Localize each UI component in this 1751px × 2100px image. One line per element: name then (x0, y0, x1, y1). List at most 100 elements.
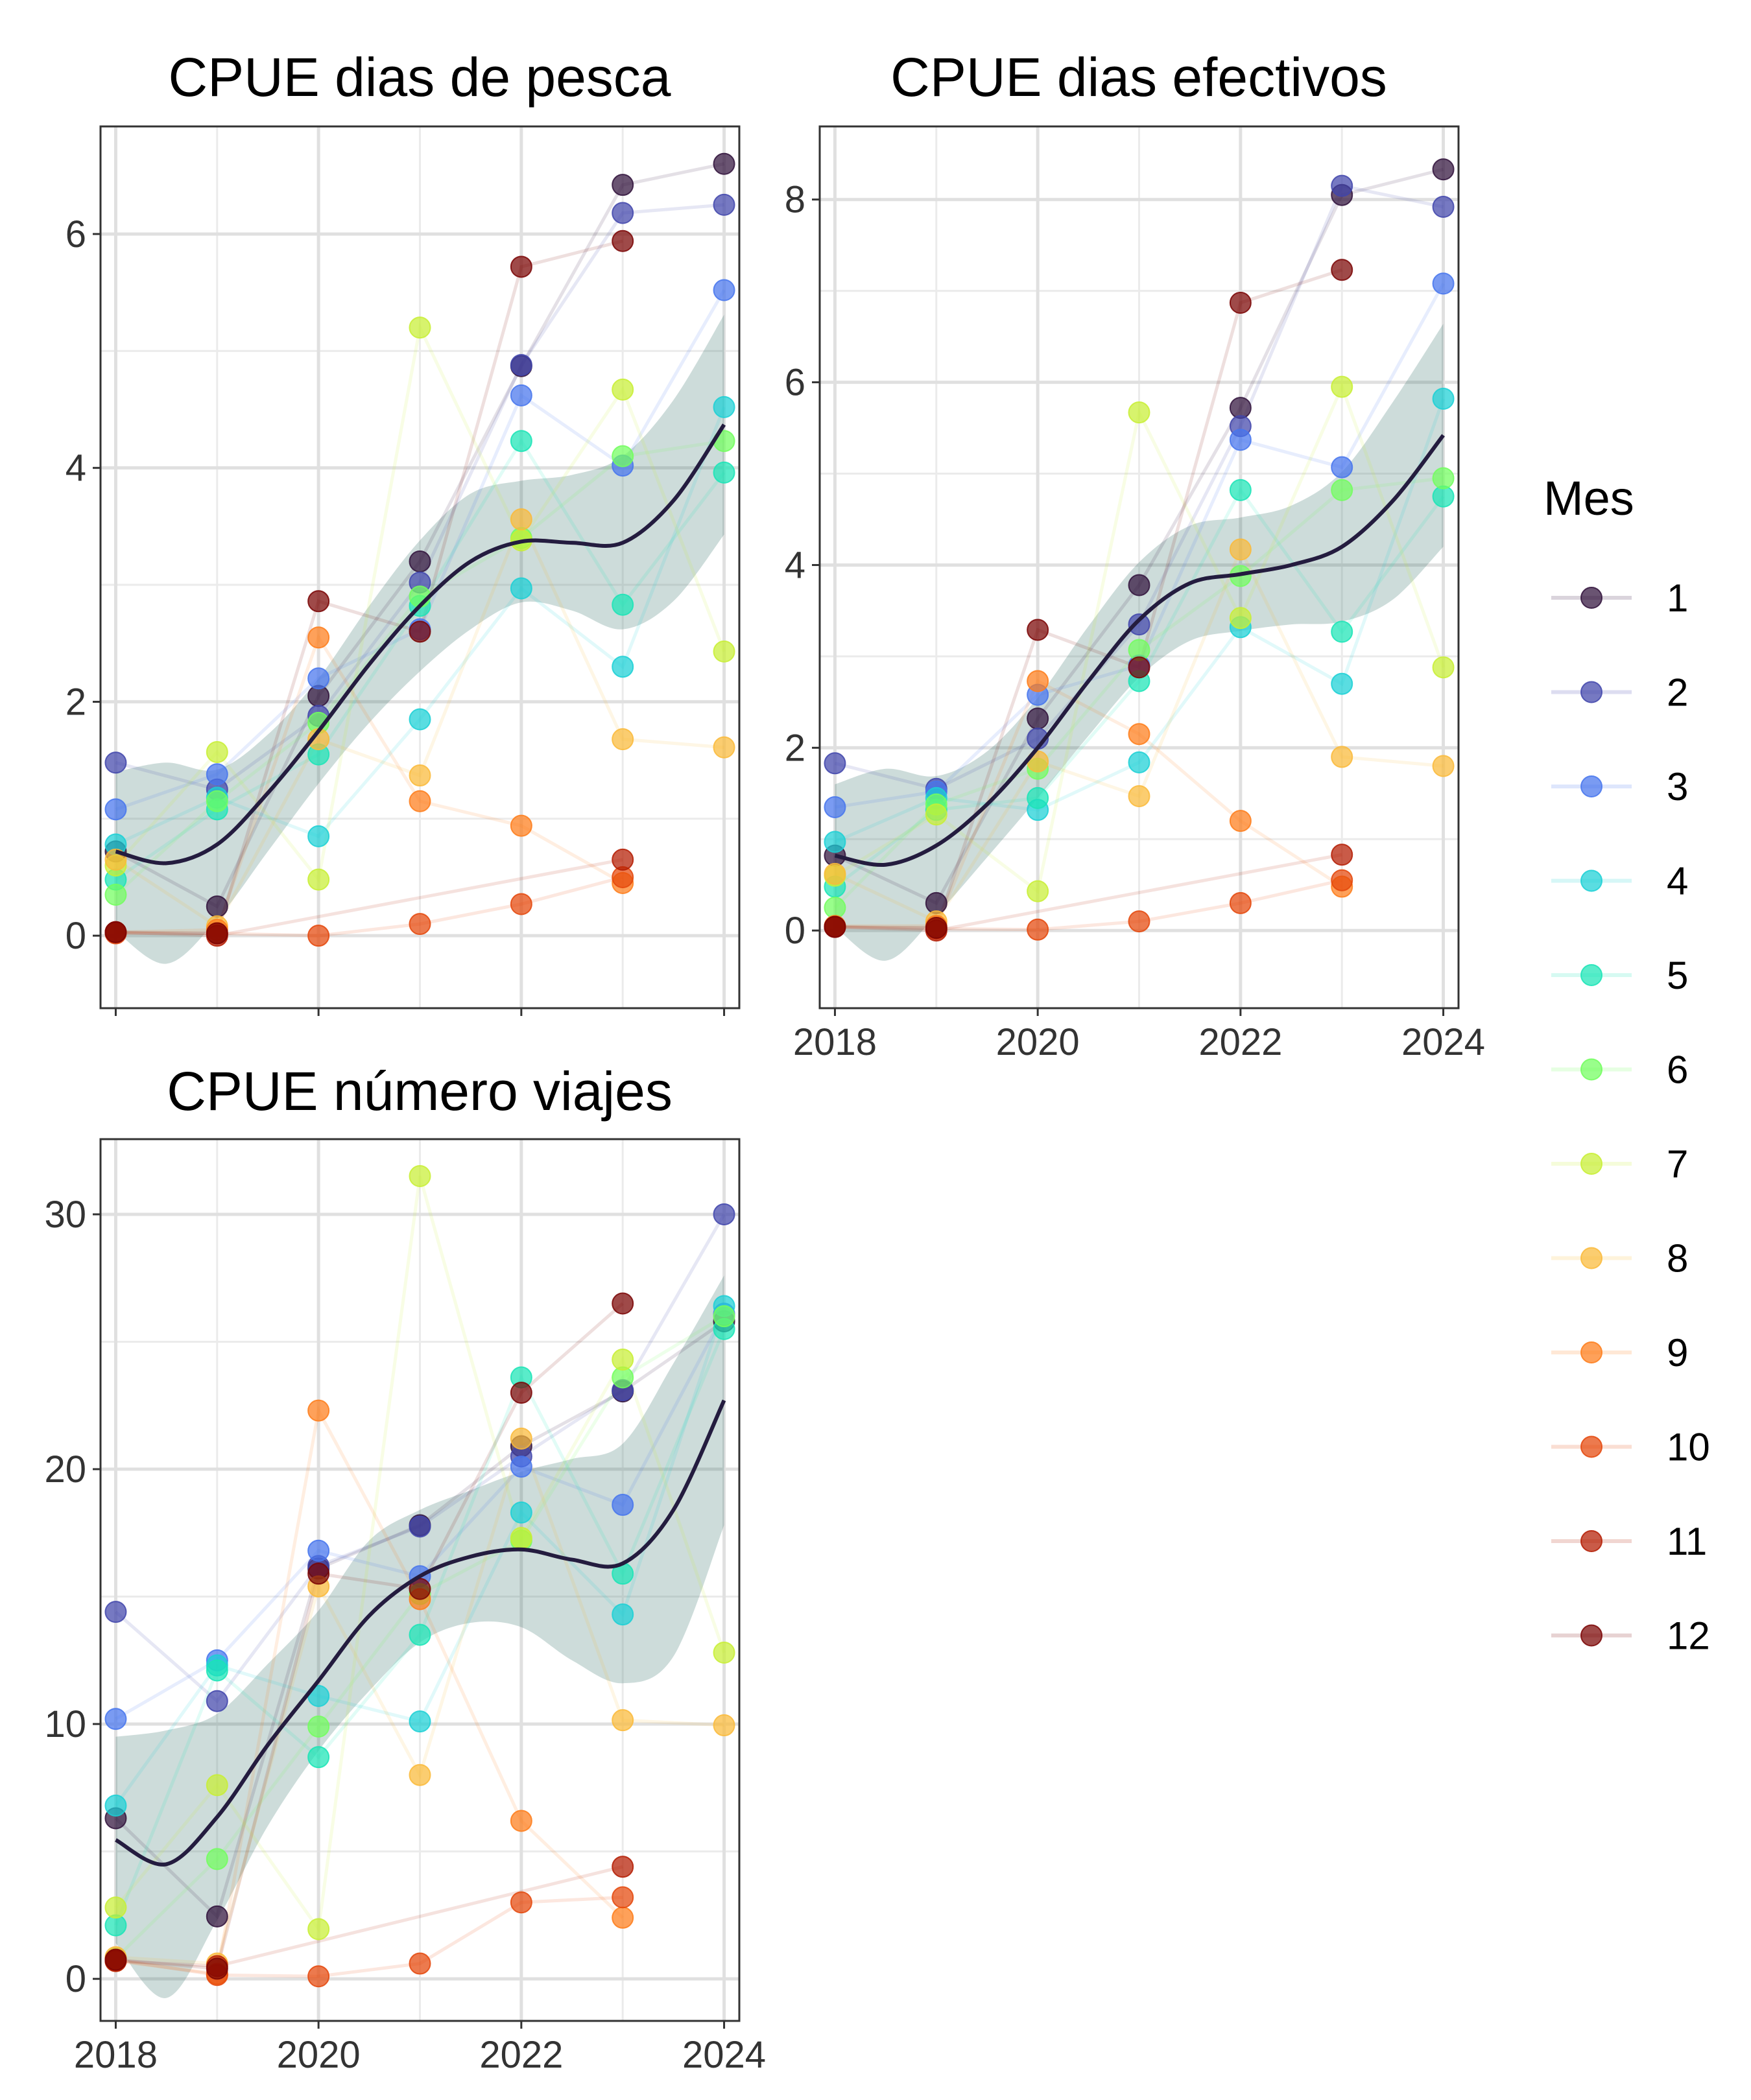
data-point-mes-1 (206, 1905, 228, 1928)
x-tick-label: 2024 (1401, 1021, 1485, 1063)
data-point-mes-2 (510, 353, 532, 376)
data-point-mes-6 (713, 1305, 735, 1328)
data-point-mes-4 (409, 1710, 431, 1733)
data-point-mes-10 (1128, 910, 1150, 933)
data-point-mes-1 (713, 152, 735, 175)
legend-label: 12 (1667, 1614, 1710, 1658)
data-point-mes-8 (1432, 755, 1455, 777)
data-point-mes-5 (1229, 478, 1252, 501)
data-point-mes-10 (1229, 891, 1252, 914)
x-tick-label: 2020 (996, 1021, 1080, 1063)
series-line-mes-12 (115, 1302, 624, 1971)
data-point-mes-5 (1331, 620, 1353, 643)
data-point-mes-12 (307, 590, 330, 613)
data-point-mes-3 (307, 667, 330, 690)
y-tick-label: 6 (785, 362, 805, 404)
x-tick-label: 2022 (1198, 1021, 1282, 1063)
data-point-mes-8 (612, 728, 634, 751)
data-point-mes-7 (612, 1349, 634, 1371)
series-line-mes-10 (115, 1895, 623, 1978)
data-point-mes-4 (510, 577, 532, 600)
legend-key-mes-11: 11 (1551, 1520, 1707, 1563)
data-point-mes-4 (713, 395, 735, 418)
data-point-mes-9 (1229, 810, 1252, 832)
data-point-mes-9 (510, 814, 532, 837)
x-tick-label: 2018 (74, 2034, 158, 2076)
data-point-mes-3 (713, 279, 735, 301)
data-point-mes-2 (1432, 196, 1455, 218)
data-point-mes-1 (1128, 574, 1150, 596)
legend-key-mes-1: 1 (1551, 576, 1688, 620)
data-point-mes-3 (307, 1539, 330, 1562)
y-tick-label: 10 (44, 1703, 86, 1745)
data-point-mes-3 (1432, 272, 1455, 295)
data-point-mes-1 (612, 174, 634, 196)
data-point-mes-3 (1229, 429, 1252, 451)
data-point-mes-5 (510, 430, 532, 453)
data-point-mes-12 (104, 921, 127, 943)
data-point-mes-9 (1027, 670, 1049, 692)
data-point-mes-7 (104, 1896, 127, 1919)
legend-label: 2 (1667, 671, 1688, 714)
x-tick-label: 2024 (682, 2034, 766, 2076)
data-point-mes-4 (612, 655, 634, 678)
data-point-mes-12 (612, 230, 634, 252)
data-point-mes-9 (409, 790, 431, 812)
series-line-mes-12 (115, 239, 623, 936)
data-point-mes-10 (1027, 918, 1049, 941)
data-point-mes-1 (1432, 158, 1455, 181)
y-tick-label: 0 (785, 910, 805, 952)
data-point-mes-12 (409, 1577, 431, 1600)
data-point-mes-7 (307, 868, 330, 891)
data-point-mes-10 (1331, 869, 1353, 891)
legend-point (1580, 1435, 1602, 1458)
legend-point (1580, 775, 1602, 797)
data-point-mes-12 (1229, 292, 1252, 314)
data-point-mes-4 (612, 1603, 634, 1626)
data-point-mes-9 (307, 1399, 330, 1422)
panel-title: CPUE dias de pesca (168, 47, 671, 108)
data-point-mes-7 (1229, 607, 1252, 630)
data-point-mes-7 (409, 1164, 431, 1187)
legend-label: 10 (1667, 1426, 1710, 1469)
data-point-mes-7 (713, 640, 735, 663)
data-point-mes-9 (510, 1810, 532, 1832)
data-point-mes-5 (713, 461, 735, 484)
data-point-mes-3 (104, 798, 127, 821)
panel-numero-viajes: CPUE número viajes 0 10 20 30 2018 2020 2022 20… (44, 1061, 766, 2076)
data-point-mes-8 (713, 1714, 735, 1737)
data-point-mes-3 (206, 763, 228, 786)
data-point-mes-7 (206, 740, 228, 763)
legend-key-mes-10: 10 (1551, 1426, 1710, 1469)
series-line-mes-9 (115, 1406, 624, 1976)
data-point-mes-7 (612, 378, 634, 401)
data-point-mes-9 (612, 1906, 634, 1929)
legend-key-mes-2: 2 (1551, 671, 1688, 714)
data-point-mes-7 (925, 803, 947, 826)
data-point-mes-2 (104, 1601, 127, 1623)
data-point-mes-5 (409, 1623, 431, 1646)
data-point-mes-1 (1027, 707, 1049, 730)
panel-dias-de-pesca: CPUE dias de pesca 0 2 4 6 (66, 47, 741, 1016)
data-point-mes-7 (510, 1527, 532, 1550)
legend-label: 1 (1667, 576, 1688, 620)
legend-key-mes-6: 6 (1551, 1048, 1688, 1092)
data-point-mes-2 (612, 202, 634, 224)
legend-key-mes-5: 5 (1551, 954, 1688, 997)
data-point-mes-4 (1128, 751, 1150, 773)
data-point-mes-5 (612, 593, 634, 616)
data-point-mes-10 (510, 1891, 532, 1914)
data-point-mes-2 (1331, 174, 1353, 197)
data-point-mes-2 (824, 752, 846, 775)
legend-label: 4 (1667, 860, 1688, 903)
data-point-mes-6 (1331, 478, 1353, 501)
data-point-mes-6 (612, 445, 634, 467)
legend-point (1580, 1153, 1602, 1175)
series-line-mes-9 (835, 678, 1343, 928)
data-point-mes-2 (206, 1690, 228, 1712)
legend-point (1580, 1341, 1602, 1363)
series-line-mes-9 (115, 633, 624, 934)
data-point-mes-10 (307, 925, 330, 947)
data-point-mes-6 (104, 884, 127, 906)
data-point-mes-3 (510, 384, 532, 407)
